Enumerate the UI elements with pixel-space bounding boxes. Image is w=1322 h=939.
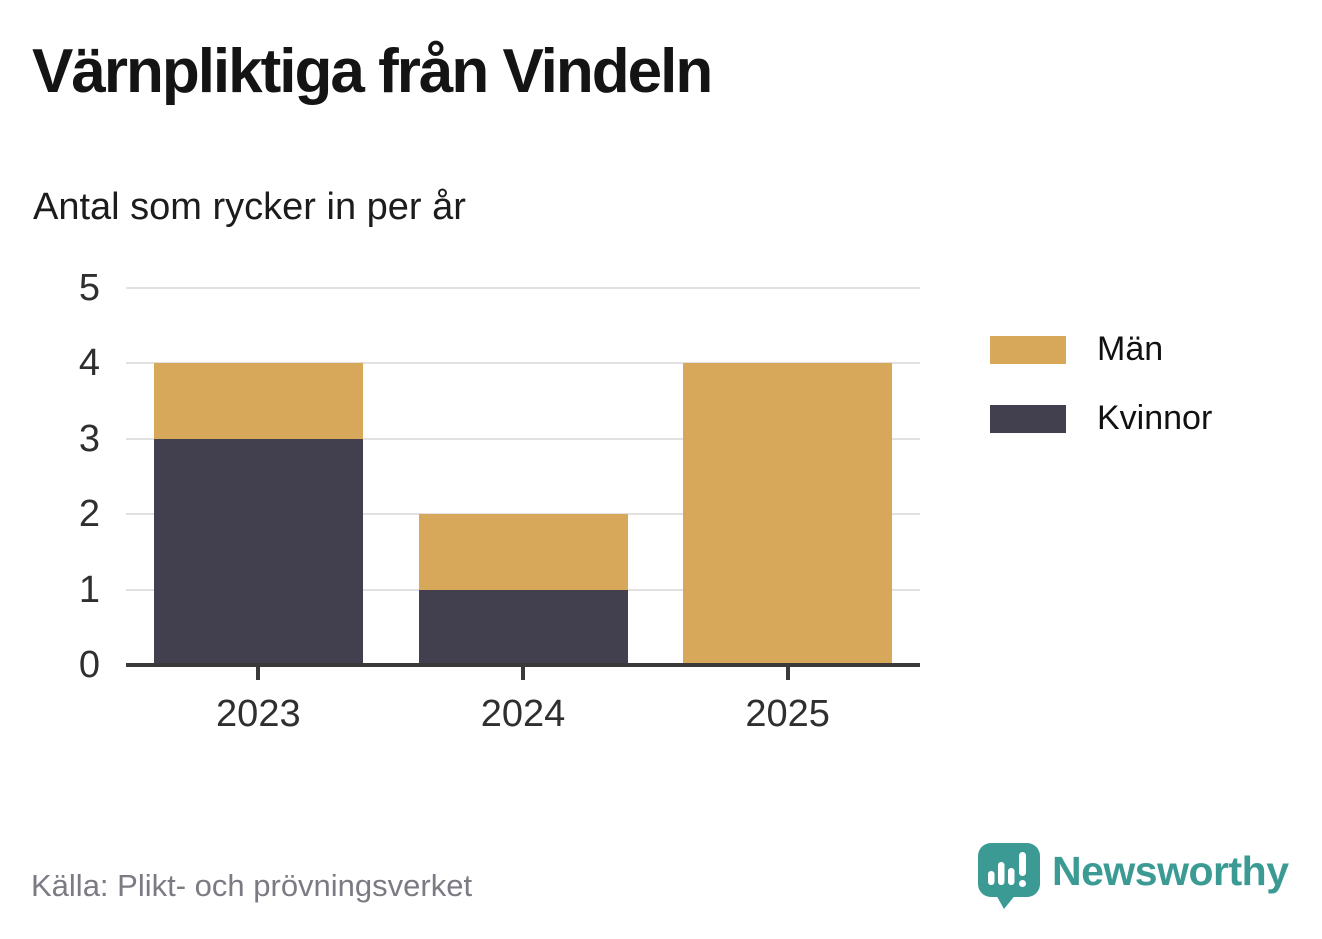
brand-logo: Newsworthy — [978, 843, 1289, 909]
legend-swatch-män — [990, 335, 1066, 364]
bar-segment-kvinnor-2024 — [418, 589, 628, 665]
y-axis-tick-label: 4 — [78, 342, 100, 385]
bar-segment-män-2025 — [683, 363, 893, 665]
chart-title: Värnpliktiga från Vindeln — [32, 37, 713, 106]
legend: Män Kvinnor — [990, 330, 1212, 468]
chart-subtitle: Antal som rycker in per år — [33, 186, 466, 228]
x-axis-tick — [256, 667, 261, 680]
bar-segment-män-2023 — [153, 363, 363, 439]
x-axis-tick-label: 2025 — [745, 693, 830, 735]
legend-item-män: Män — [990, 330, 1212, 369]
x-axis-tick — [785, 667, 790, 680]
legend-label: Män — [1097, 330, 1164, 368]
legend-item-kvinnor: Kvinnor — [990, 399, 1212, 438]
y-axis-tick-label: 3 — [78, 417, 100, 460]
y-axis-tick-label: 2 — [78, 493, 100, 536]
legend-swatch-kvinnor — [990, 404, 1066, 433]
x-axis-line — [126, 663, 920, 667]
gridline — [126, 287, 920, 289]
bar-segment-kvinnor-2023 — [153, 438, 363, 665]
source-caption: Källa: Plikt- och prövningsverket — [31, 868, 473, 903]
brand-name: Newsworthy — [1052, 847, 1289, 894]
y-axis-tick-label: 0 — [78, 644, 100, 686]
gridline — [126, 362, 920, 365]
y-axis-tick-label: 5 — [78, 267, 100, 309]
x-axis-tick — [521, 667, 525, 680]
x-axis-tick-label: 2023 — [216, 693, 301, 735]
x-axis-tick-label: 2024 — [480, 693, 566, 735]
gridline — [126, 437, 920, 440]
y-axis-tick-label: 1 — [78, 568, 100, 611]
newsworthy-logo-icon — [978, 843, 1040, 909]
bar-segment-män-2024 — [418, 514, 628, 590]
legend-label: Kvinnor — [1097, 399, 1213, 437]
